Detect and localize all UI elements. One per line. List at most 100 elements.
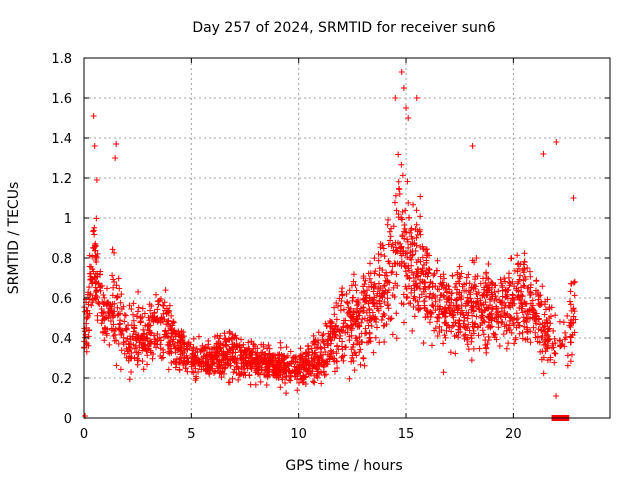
data-point [431, 327, 438, 334]
data-point [308, 345, 315, 352]
data-point [376, 300, 383, 307]
data-point [398, 216, 405, 223]
data-point [470, 327, 477, 334]
data-point [348, 314, 355, 321]
data-point [464, 341, 471, 348]
data-point [504, 291, 511, 298]
data-point [218, 369, 225, 376]
data-point [221, 351, 228, 358]
data-point [124, 335, 131, 342]
data-point [148, 302, 155, 309]
data-point [488, 279, 495, 286]
data-point [343, 291, 350, 298]
data-point [473, 299, 480, 306]
data-point [328, 337, 335, 344]
data-point [486, 296, 493, 303]
data-point [109, 272, 116, 279]
data-point [273, 371, 280, 378]
data-point [377, 251, 384, 258]
data-point [348, 322, 355, 329]
data-point [166, 323, 173, 330]
data-point [487, 301, 494, 308]
data-point [513, 316, 520, 323]
data-point [320, 338, 327, 345]
data-point [113, 362, 120, 369]
data-point [283, 344, 290, 351]
data-point [221, 330, 228, 337]
data-point [144, 361, 151, 368]
data-point [340, 357, 347, 364]
data-point [362, 325, 369, 332]
data-point [440, 292, 447, 299]
data-point [302, 380, 309, 387]
data-point [445, 296, 452, 303]
data-point [469, 323, 476, 330]
data-point [241, 348, 248, 355]
data-point [315, 329, 322, 336]
data-point [362, 277, 369, 284]
data-point [298, 375, 305, 382]
data-point [199, 342, 206, 349]
data-point [239, 354, 246, 361]
data-point [117, 327, 124, 334]
data-point [540, 354, 547, 361]
data-point [263, 381, 270, 388]
data-point [522, 276, 529, 283]
data-point [454, 286, 461, 293]
data-point [460, 320, 467, 327]
data-point [475, 305, 482, 312]
data-point [498, 280, 505, 287]
data-point [527, 289, 534, 296]
data-point [541, 341, 548, 348]
data-point [230, 369, 237, 376]
data-point [185, 339, 192, 346]
data-point [85, 312, 92, 319]
data-point [427, 279, 434, 286]
data-point [474, 324, 481, 331]
data-point [129, 334, 136, 341]
data-point [404, 254, 411, 261]
data-point [458, 307, 465, 314]
data-point [209, 365, 216, 372]
data-point [431, 270, 438, 277]
data-point [90, 245, 97, 252]
data-point [416, 228, 423, 235]
data-point [318, 355, 325, 362]
data-point [385, 305, 392, 312]
data-point [436, 286, 443, 293]
data-point [214, 354, 221, 361]
data-point [401, 235, 408, 242]
data-point [377, 284, 384, 291]
data-point [512, 334, 519, 341]
data-point [524, 329, 531, 336]
data-point [534, 338, 541, 345]
data-point [305, 371, 312, 378]
data-point [132, 331, 139, 338]
data-point [421, 305, 428, 312]
data-point [430, 272, 437, 279]
data-point [426, 283, 433, 290]
data-point [398, 69, 405, 75]
data-point [98, 320, 105, 327]
data-point [456, 291, 463, 298]
data-point [398, 262, 405, 269]
data-point [506, 312, 513, 319]
data-point [193, 375, 200, 382]
data-point [374, 305, 381, 312]
data-point [179, 350, 186, 357]
data-point [541, 322, 548, 329]
data-point [283, 373, 290, 380]
data-point [501, 323, 508, 330]
data-point [97, 283, 104, 290]
data-point [314, 353, 321, 360]
data-point [238, 336, 245, 343]
x-tick-label: 10 [290, 427, 307, 442]
data-point [489, 293, 496, 300]
data-point [549, 340, 556, 347]
data-point [336, 335, 343, 342]
data-point [381, 299, 388, 306]
data-point [164, 309, 171, 316]
data-point [281, 369, 288, 376]
data-point [310, 332, 317, 339]
